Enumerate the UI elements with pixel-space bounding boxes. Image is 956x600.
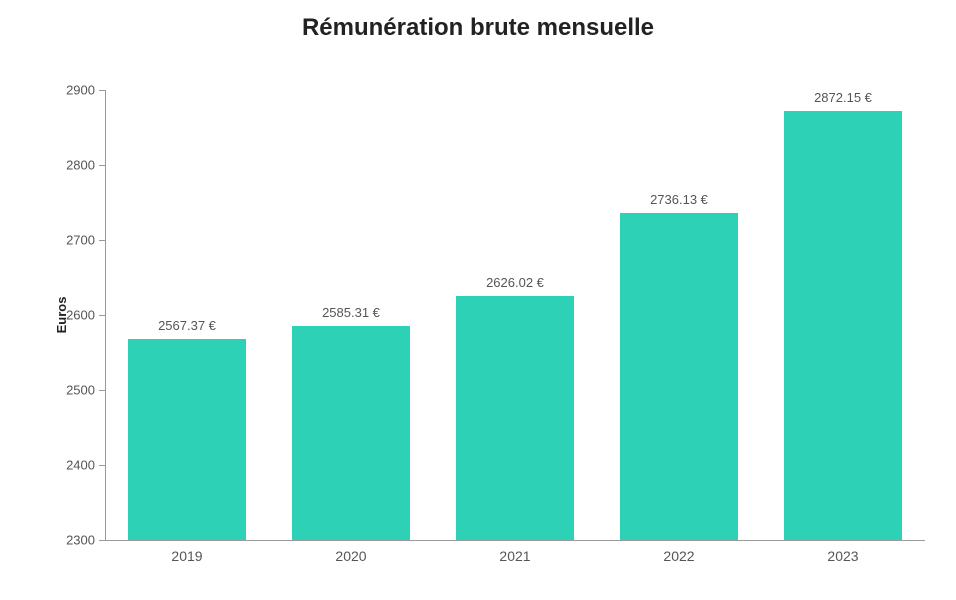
x-tick-label: 2021	[499, 540, 530, 564]
bar-value-label: 2736.13 €	[650, 192, 708, 213]
bar-value-label: 2626.02 €	[486, 275, 544, 296]
bar-value-label: 2585.31 €	[322, 305, 380, 326]
y-tick-label: 2500	[66, 383, 105, 398]
y-axis-line	[105, 90, 106, 540]
bar: 2626.02 €	[456, 296, 574, 541]
chart-container: Rémunération brute mensuelle Euros 23002…	[0, 0, 956, 600]
x-tick-label: 2019	[171, 540, 202, 564]
bar-value-label: 2567.37 €	[158, 318, 216, 339]
bar-value-label: 2872.15 €	[814, 90, 872, 111]
bar: 2736.13 €	[620, 213, 738, 540]
x-tick-label: 2020	[335, 540, 366, 564]
y-tick-label: 2600	[66, 308, 105, 323]
chart-title: Rémunération brute mensuelle	[0, 0, 956, 42]
y-tick-label: 2700	[66, 233, 105, 248]
plot-area: Euros 23002400250026002700280029002567.3…	[105, 90, 925, 540]
bar: 2567.37 €	[128, 339, 246, 540]
y-tick-label: 2800	[66, 158, 105, 173]
bar: 2872.15 €	[784, 111, 902, 540]
bar: 2585.31 €	[292, 326, 410, 540]
y-tick-label: 2900	[66, 83, 105, 98]
y-tick-label: 2400	[66, 458, 105, 473]
y-tick-label: 2300	[66, 533, 105, 548]
x-tick-label: 2023	[827, 540, 858, 564]
x-tick-label: 2022	[663, 540, 694, 564]
